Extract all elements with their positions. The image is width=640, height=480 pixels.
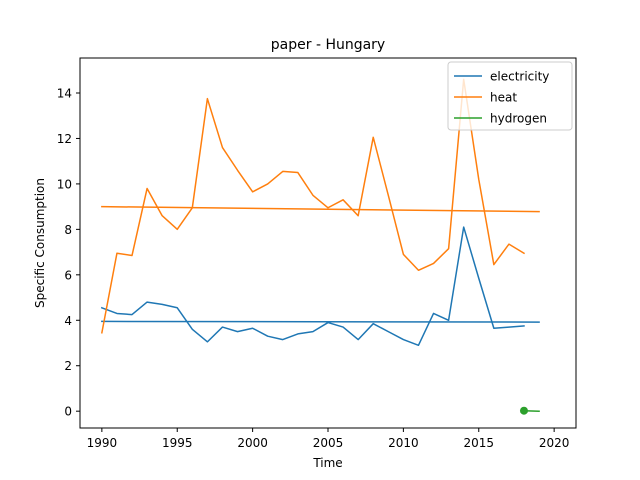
x-tick-label: 2015 <box>463 436 494 450</box>
series-line-electricity <box>100 226 525 347</box>
legend-label-heat: heat <box>490 91 517 105</box>
series-line-electricity-trend <box>101 320 540 323</box>
y-tick-label: 10 <box>57 177 72 191</box>
y-tick-label: 6 <box>64 268 72 282</box>
x-axis: 1990 1995 2000 2005 2010 2015 2020 <box>87 428 570 450</box>
y-tick-label: 0 <box>64 405 72 419</box>
y-tick-label: 8 <box>64 223 72 237</box>
legend-label-electricity: electricity <box>490 70 549 84</box>
x-tick-label: 1990 <box>87 436 118 450</box>
x-tick-label: 2010 <box>388 436 419 450</box>
x-tick-label: 1995 <box>162 436 193 450</box>
y-tick-label: 12 <box>57 132 72 146</box>
legend-box <box>447 61 573 131</box>
y-tick-label: 14 <box>57 87 72 101</box>
series-marker-hydrogen <box>519 406 528 415</box>
chart-title: paper - Hungary <box>271 37 385 53</box>
x-axis-label: Time <box>312 456 342 470</box>
series-line-heat <box>100 78 526 334</box>
y-tick-label: 2 <box>64 359 72 373</box>
x-tick-label: 2005 <box>313 436 344 450</box>
legend: electricity heat hydrogen <box>447 61 573 131</box>
series-layer <box>100 78 540 415</box>
series-line-heat-trend <box>101 205 540 213</box>
y-axis-label: Specific Consumption <box>33 178 47 308</box>
y-axis: 0 2 4 6 8 10 12 14 <box>57 87 80 419</box>
y-tick-label: 4 <box>64 314 72 328</box>
legend-label-hydrogen: hydrogen <box>490 112 547 126</box>
x-tick-label: 2000 <box>237 436 268 450</box>
x-tick-label: 2020 <box>539 436 570 450</box>
